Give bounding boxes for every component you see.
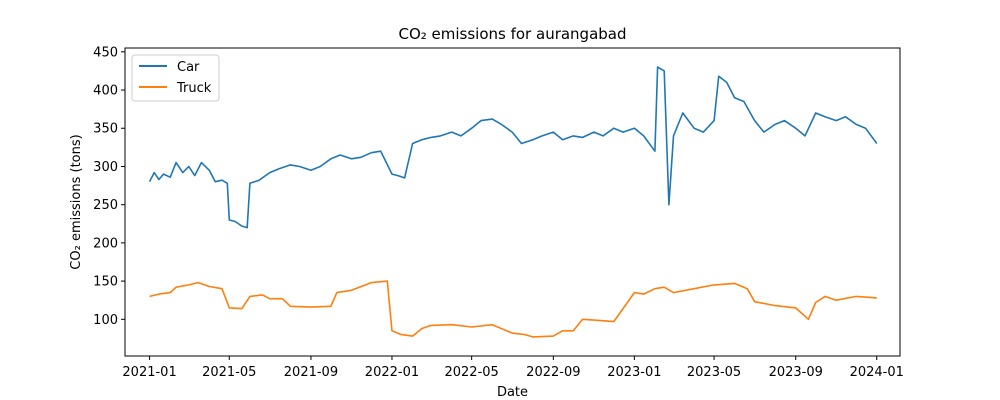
y-tick-label: 200 <box>93 236 118 251</box>
y-axis-label: CO₂ emissions (tons) <box>69 134 84 269</box>
y-tick-label: 300 <box>93 160 118 175</box>
series-line-truck <box>149 280 877 338</box>
x-tick-label: 2021-05 <box>202 365 256 380</box>
x-tick-label: 2024-01 <box>850 365 904 380</box>
y-axis: 100 150 200 250 300 350 400 450 <box>93 45 125 328</box>
y-tick-label: 100 <box>93 313 118 328</box>
x-tick-label: 2023-05 <box>687 365 741 380</box>
x-tick-label: 2021-01 <box>122 365 176 380</box>
x-tick-label: 2023-01 <box>607 365 661 380</box>
legend-label-truck: Truck <box>176 81 212 96</box>
y-tick-label: 150 <box>93 275 118 290</box>
y-tick-label: 250 <box>93 198 118 213</box>
x-tick-label: 2022-09 <box>526 365 580 380</box>
x-tick-label: 2023-09 <box>769 365 823 380</box>
x-tick-label: 2022-01 <box>365 365 419 380</box>
legend-label-car: Car <box>177 60 200 75</box>
legend: Car Truck <box>131 54 220 102</box>
y-tick-label: 350 <box>93 122 118 137</box>
x-axis-label: Date <box>497 385 528 400</box>
series-line-car <box>148 66 878 229</box>
plot-area <box>148 66 878 338</box>
x-tick-label: 2021-09 <box>284 365 338 380</box>
chart-title: CO₂ emissions for aurangabad <box>398 25 626 43</box>
y-tick-label: 400 <box>93 84 118 99</box>
y-tick-label: 450 <box>93 45 118 60</box>
x-axis: 2021-01 2021-05 2021-09 2022-01 2022-05 2022-… <box>122 356 904 380</box>
x-tick-label: 2022-05 <box>444 365 498 380</box>
plot-frame <box>124 47 901 357</box>
